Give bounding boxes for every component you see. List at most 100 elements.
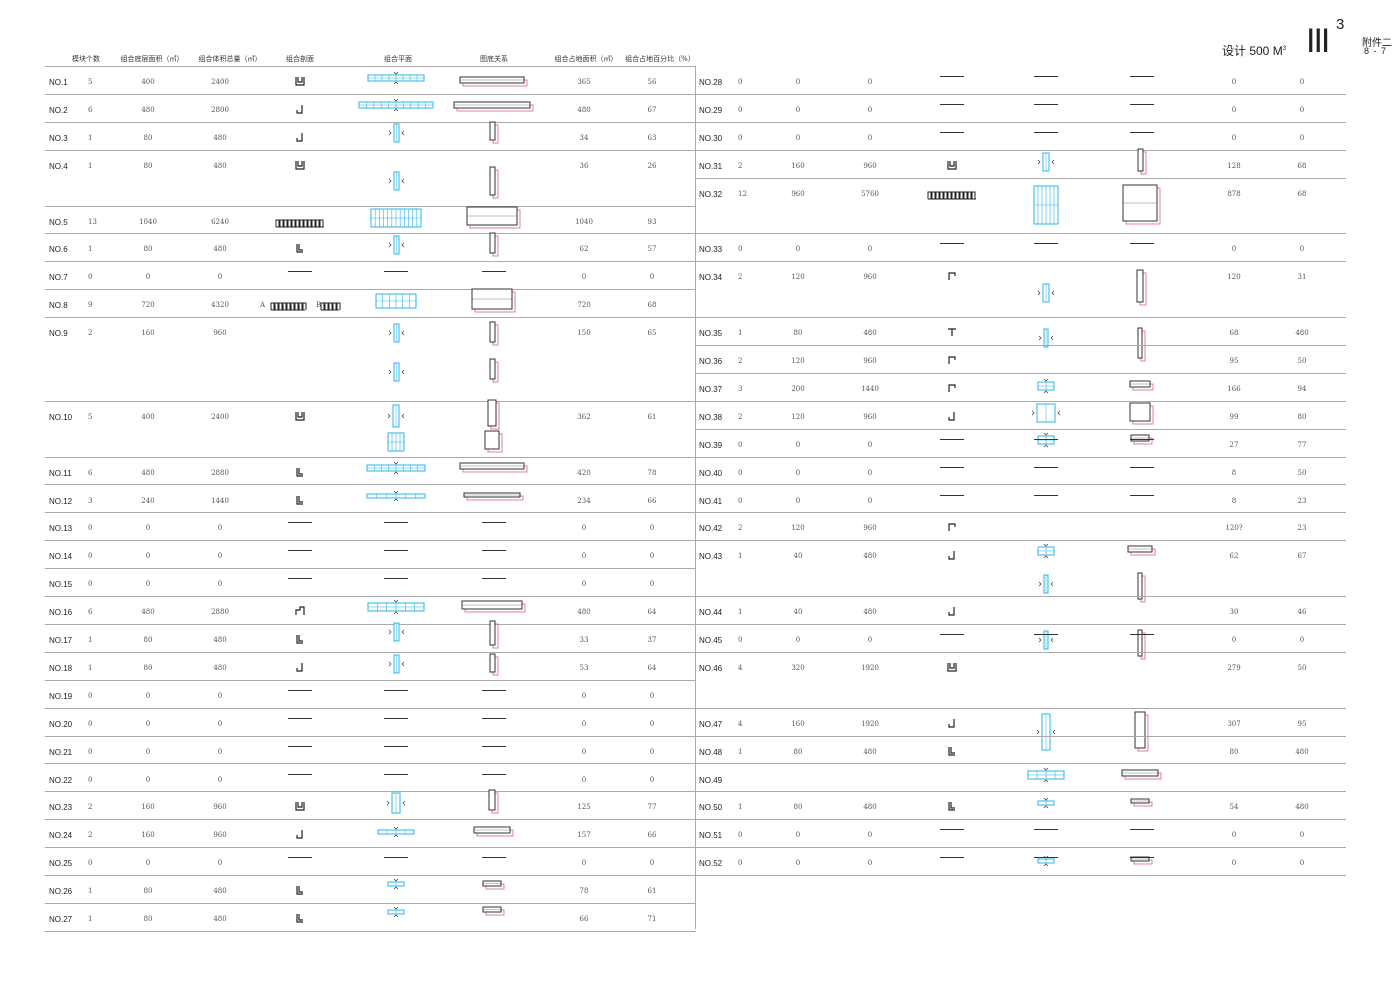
row-site-area: 0 (1231, 133, 1237, 142)
page-number: 8 - 7 (1364, 46, 1388, 56)
row-count: 0 (738, 831, 743, 840)
row-volume: 0 (867, 636, 873, 644)
plan-drawing (387, 906, 405, 918)
section-glyph (295, 411, 305, 421)
row-divider (696, 261, 1346, 262)
section-glyph (296, 914, 303, 923)
row-floor-area: 80 (143, 161, 153, 170)
plan-drawing (388, 171, 404, 191)
row-divider (696, 819, 1346, 820)
row-site-percent: 93 (647, 217, 657, 226)
row-count: 0 (88, 719, 93, 728)
row-site-area: 0 (581, 859, 587, 868)
plan-drawing (377, 826, 415, 838)
row-divider (45, 206, 696, 207)
section-glyph (296, 886, 303, 895)
empty-dash (482, 689, 506, 691)
section-glyph (927, 191, 976, 200)
row-id: NO.47 (699, 719, 723, 729)
row-floor-area: 400 (141, 412, 155, 421)
row-site-area: 30 (1229, 608, 1239, 617)
row-id: NO.16 (49, 608, 73, 618)
figure-ground-drawing (1129, 402, 1154, 425)
figure-ground-drawing (1137, 572, 1146, 603)
row-count: 3 (738, 384, 743, 393)
row-floor-area: 240 (141, 496, 155, 505)
row-site-percent: 0 (649, 775, 655, 784)
empty-dash (1130, 466, 1154, 468)
plan-drawing (1036, 713, 1056, 751)
row-count: 0 (738, 468, 743, 477)
row-floor-area: 0 (795, 468, 801, 477)
row-count: 0 (88, 747, 93, 756)
row-site-area: 99 (1229, 412, 1239, 421)
empty-dash (482, 522, 506, 524)
row-site-percent: 68 (1297, 189, 1307, 198)
row-site-area: 420 (577, 468, 591, 477)
row-volume: 480 (863, 608, 877, 617)
section-glyph-a (270, 302, 307, 311)
row-site-percent: 0 (649, 580, 655, 589)
figure-ground-drawing (482, 880, 505, 889)
section-glyph (947, 160, 957, 170)
row-site-percent: 0 (1299, 245, 1305, 254)
row-id: NO.8 (49, 301, 68, 311)
row-site-area: 0 (1231, 859, 1237, 868)
row-count: 0 (738, 245, 743, 254)
row-site-area: 0 (581, 552, 587, 561)
row-id: NO.32 (699, 189, 723, 199)
figure-ground-drawing (1130, 856, 1153, 865)
figure-ground-drawing (489, 232, 498, 257)
row-volume: 480 (213, 915, 227, 923)
row-site-percent: 50 (1297, 468, 1307, 477)
row-divider (45, 233, 696, 234)
row-id: NO.51 (699, 831, 723, 841)
figure-ground-drawing (489, 321, 498, 346)
row-site-area: 80 (1229, 747, 1239, 756)
row-site-percent: 61 (647, 412, 657, 421)
row-volume: 0 (867, 78, 873, 86)
row-site-area: 62 (1229, 552, 1239, 561)
row-divider (45, 931, 696, 932)
row-count: 0 (738, 78, 743, 86)
row-site-area: 78 (579, 887, 589, 896)
row-count: 1 (88, 245, 93, 254)
plan-drawing (388, 362, 404, 382)
row-site-area: 125 (577, 803, 591, 812)
row-floor-area: 80 (143, 245, 153, 254)
row-id: NO.3 (49, 133, 68, 143)
row-id: NO.9 (49, 329, 68, 339)
row-divider (45, 484, 696, 485)
row-volume: 960 (213, 803, 227, 812)
row-site-area: 720 (577, 301, 591, 310)
plan-drawing (1038, 328, 1054, 348)
row-site-percent: 37 (647, 636, 657, 644)
row-site-area: 307 (1227, 719, 1241, 728)
row-count: 3 (88, 496, 93, 505)
row-id: NO.37 (699, 384, 723, 394)
row-site-percent: 23 (1297, 524, 1307, 533)
row-site-percent: 0 (649, 524, 655, 533)
row-volume: 480 (863, 552, 877, 561)
row-volume: 480 (213, 887, 227, 896)
row-divider (696, 457, 1346, 458)
row-floor-area: 0 (795, 859, 801, 868)
row-divider (696, 401, 1346, 402)
row-divider (45, 596, 696, 597)
row-floor-area: 480 (141, 105, 155, 114)
col-floor-area: 组合底层面积（㎡） (120, 55, 184, 63)
section-label-b: B (316, 301, 322, 310)
row-site-area: 0 (1231, 636, 1237, 644)
row-id: NO.11 (49, 468, 72, 478)
empty-dash (1034, 634, 1058, 635)
empty-dash (1034, 131, 1058, 133)
row-volume: 1440 (861, 384, 879, 393)
row-volume: 0 (217, 747, 223, 756)
figure-ground-drawing (453, 101, 534, 112)
row-volume: 0 (867, 133, 873, 142)
empty-dash (1130, 494, 1154, 496)
row-floor-area: 0 (145, 719, 151, 728)
row-count: 6 (88, 608, 93, 617)
empty-dash (1130, 829, 1154, 831)
row-divider (45, 66, 696, 67)
